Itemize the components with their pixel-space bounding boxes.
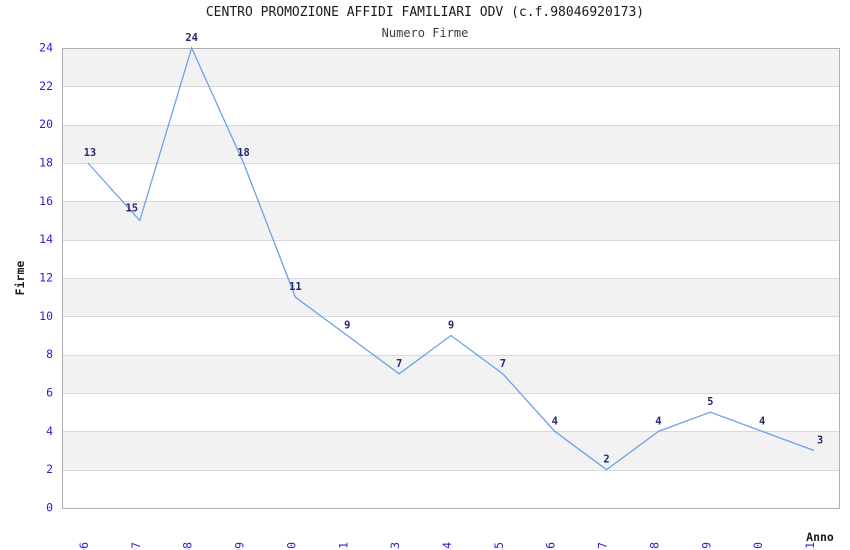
x-axis-tick-label: 2014 bbox=[440, 542, 454, 550]
data-point-label: 7 bbox=[396, 358, 402, 370]
data-point-label: 24 bbox=[185, 32, 198, 44]
y-axis-tick-label: 24 bbox=[39, 41, 53, 55]
x-axis-tick-label: 2007 bbox=[129, 542, 143, 550]
x-axis-tick-label: 2006 bbox=[77, 542, 91, 550]
x-axis-tick-label: 2013 bbox=[388, 542, 402, 550]
data-point-label: 4 bbox=[552, 415, 558, 427]
x-axis-tick-label: 2008 bbox=[181, 542, 195, 550]
x-axis-tick-label: 2016 bbox=[544, 542, 558, 550]
series-line-numero-firme bbox=[87, 46, 815, 471]
plot-background-bands bbox=[62, 48, 840, 470]
x-axis-tick-label: 2010 bbox=[284, 542, 298, 550]
x-axis-tick-label: 2011 bbox=[336, 542, 350, 550]
y-axis-tick-label: 0 bbox=[46, 501, 53, 515]
data-point-label: 11 bbox=[289, 281, 302, 293]
x-axis-tick-label: 2020 bbox=[751, 542, 765, 550]
x-axis-tick-label: 2015 bbox=[492, 542, 506, 550]
y-axis-tick-label: 6 bbox=[46, 386, 53, 400]
x-axis-tick-label: 2009 bbox=[233, 542, 247, 550]
data-point-label: 7 bbox=[500, 358, 506, 370]
x-axis-tick-label: 2019 bbox=[699, 542, 713, 550]
y-axis-tick-label: 4 bbox=[46, 424, 53, 438]
y-axis-tick-label: 18 bbox=[39, 156, 53, 170]
y-axis-tick-label: 16 bbox=[39, 194, 53, 208]
data-point-label: 4 bbox=[655, 415, 661, 427]
x-axis-tick-label: 2018 bbox=[647, 542, 661, 550]
y-axis-tick-label: 20 bbox=[39, 117, 53, 131]
y-axis-tick-label: 22 bbox=[39, 79, 53, 93]
y-axis-tick-label: 14 bbox=[39, 232, 53, 246]
data-point-label: 18 bbox=[237, 147, 250, 159]
data-series-group bbox=[87, 46, 815, 471]
y-axis-tick-label: 12 bbox=[39, 271, 53, 285]
data-point-label: 13 bbox=[84, 147, 97, 159]
y-axis-tick-label: 10 bbox=[39, 309, 53, 323]
y-axis-tick-label: 8 bbox=[46, 347, 53, 361]
y-axis-tick-label: 2 bbox=[46, 462, 53, 476]
data-point-label: 9 bbox=[448, 320, 454, 332]
x-axis-tick-label: 2021 bbox=[803, 542, 817, 550]
data-point-label: 9 bbox=[344, 320, 350, 332]
x-axis-title: Anno bbox=[806, 530, 834, 544]
x-axis-tick-label: 2017 bbox=[596, 542, 610, 550]
y-axis-title: Firme bbox=[13, 261, 27, 296]
data-point-label: 5 bbox=[707, 396, 713, 408]
x-axis-tick-labels: 2006 2007 2008 2009 2010 2011 2013 2014 2015 2016… bbox=[77, 542, 817, 550]
data-point-label: 2 bbox=[603, 454, 609, 466]
data-point-label: 4 bbox=[759, 415, 765, 427]
plot-gridlines bbox=[62, 48, 840, 509]
data-point-label: 15 bbox=[125, 203, 138, 215]
data-point-label: 3 bbox=[817, 435, 823, 447]
